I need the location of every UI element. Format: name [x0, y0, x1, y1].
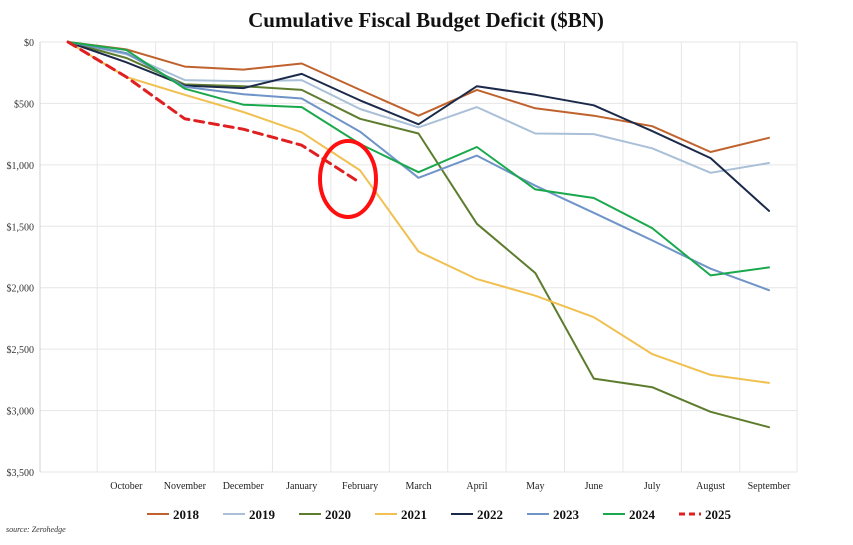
gridlines — [39, 41, 798, 473]
annotation-circle — [318, 139, 378, 219]
y-axis-tick-labels: $0 $500 $1,000 $1,500 $2,000 $2,500 $3,000 $3,5… — [7, 38, 35, 479]
x-tick-label: August — [696, 481, 725, 492]
legend-label-2018: 2018 — [173, 507, 200, 522]
chart-title: Cumulative Fiscal Budget Deficit ($BN) — [248, 8, 604, 32]
series-line-2018 — [67, 41, 770, 153]
x-tick-label: September — [748, 481, 791, 492]
x-tick-label: December — [223, 481, 265, 492]
source-note: source: Zerohedge — [6, 525, 66, 534]
legend-label-2023: 2023 — [553, 507, 580, 522]
x-tick-label: November — [164, 481, 207, 492]
series-line-2024 — [67, 41, 770, 277]
y-tick-label: $2,000 — [7, 284, 35, 295]
legend-label-2021: 2021 — [401, 507, 427, 522]
series-line-2022 — [67, 41, 770, 212]
legend-label-2022: 2022 — [477, 507, 503, 522]
y-tick-label: $2,500 — [7, 345, 35, 356]
legend: 2018 2019 2020 2021 2022 2023 2024 2025 — [147, 507, 732, 522]
x-tick-label: March — [405, 481, 431, 492]
series-line-2023 — [67, 41, 770, 292]
y-tick-label: $1,000 — [7, 161, 35, 172]
x-tick-label: April — [466, 481, 487, 492]
x-tick-label: October — [110, 481, 143, 492]
legend-label-2019: 2019 — [249, 507, 276, 522]
legend-label-2020: 2020 — [325, 507, 351, 522]
x-tick-label: June — [585, 481, 604, 492]
series-line-2021 — [67, 41, 770, 384]
series-line-2019 — [67, 41, 770, 174]
x-tick-label: January — [286, 481, 317, 492]
y-tick-label: $1,500 — [7, 222, 35, 233]
series-line-2025 — [66, 40, 362, 185]
legend-label-2025: 2025 — [705, 507, 732, 522]
x-tick-label: February — [342, 481, 378, 492]
y-tick-label: $500 — [14, 99, 34, 110]
x-axis-tick-labels: October November December January February Ma… — [110, 481, 791, 492]
legend-label-2024: 2024 — [629, 507, 656, 522]
y-tick-label: $0 — [24, 38, 34, 49]
series-line-2020 — [67, 41, 770, 429]
x-tick-label: May — [526, 481, 544, 492]
y-tick-label: $3,500 — [7, 468, 35, 479]
x-tick-label: July — [644, 481, 661, 492]
y-tick-label: $3,000 — [7, 407, 35, 418]
series-lines — [66, 40, 770, 429]
